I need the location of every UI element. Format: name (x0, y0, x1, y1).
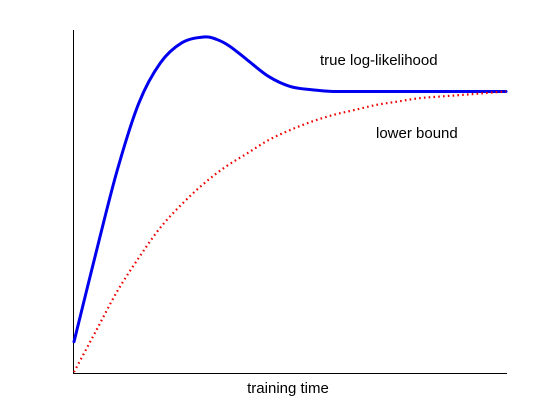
series-label-lower-bound: lower bound (376, 125, 458, 142)
series-label-true-log-likelihood: true log-likelihood (320, 52, 438, 69)
x-axis-label: training time (247, 380, 329, 397)
series-lower-bound-line (73, 90, 507, 373)
series-true-log-likelihood-line (72, 35, 508, 344)
